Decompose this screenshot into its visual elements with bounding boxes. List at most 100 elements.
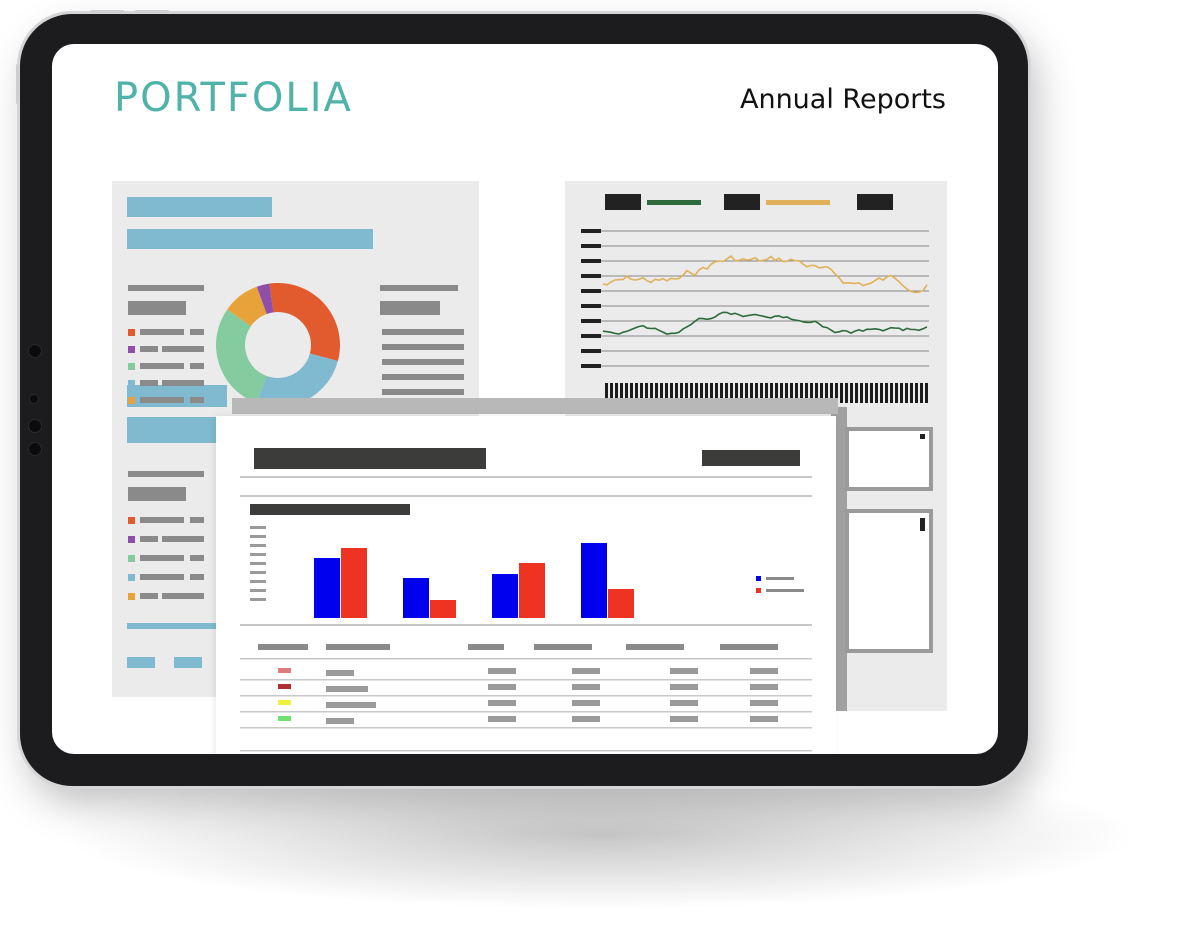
footer-button-placeholder[interactable]: [127, 657, 155, 668]
x-tick-placeholder: [870, 383, 873, 403]
x-tick-placeholder: [825, 383, 828, 403]
footer-button-placeholder[interactable]: [174, 657, 202, 668]
camera-icon: [28, 344, 42, 358]
x-tick-placeholder: [670, 383, 673, 403]
side-heading-placeholder: [380, 285, 458, 291]
legend-value-placeholder: [162, 536, 204, 542]
report-title-placeholder: [254, 448, 486, 469]
divider: [240, 495, 812, 497]
cell-placeholder: [488, 716, 516, 722]
cell-placeholder: [326, 670, 354, 676]
brand-logo[interactable]: PORTFOLIA: [114, 75, 353, 121]
x-tick-placeholder: [680, 383, 683, 403]
bar-report-panel[interactable]: [216, 416, 836, 754]
x-tick-placeholder: [655, 383, 658, 403]
divider: [240, 624, 812, 626]
x-tick-placeholder: [645, 383, 648, 403]
y-tick-placeholder: [250, 571, 266, 574]
cell-placeholder: [326, 702, 376, 708]
widget-box[interactable]: [845, 509, 933, 653]
y-tick-placeholder: [581, 349, 601, 353]
cell-placeholder: [572, 668, 600, 674]
x-tick-placeholder: [850, 383, 853, 403]
side-list-item-placeholder: [382, 329, 464, 335]
legend-swatch: [128, 517, 135, 524]
x-tick-placeholder: [735, 383, 738, 403]
x-tick-placeholder: [785, 383, 788, 403]
bar-red: [341, 548, 367, 618]
cell-placeholder: [572, 700, 600, 706]
legend-swatch: [128, 397, 135, 404]
x-tick-placeholder: [765, 383, 768, 403]
cell-placeholder: [670, 700, 698, 706]
x-tick-placeholder: [605, 383, 608, 403]
bar-blue: [314, 558, 340, 618]
sensor-icon: [28, 442, 42, 456]
legend-label-placeholder: [140, 329, 184, 335]
table-header-placeholder: [258, 644, 308, 650]
legend-value-placeholder: [190, 363, 204, 369]
x-tick-placeholder: [635, 383, 638, 403]
x-tick-placeholder: [925, 383, 928, 403]
y-tick-placeholder: [581, 229, 601, 233]
x-tick-placeholder: [780, 383, 783, 403]
section-bar-placeholder: [127, 417, 217, 443]
row-divider: [240, 679, 812, 681]
cell-placeholder: [326, 686, 368, 692]
x-tick-placeholder: [775, 383, 778, 403]
x-tick-placeholder: [715, 383, 718, 403]
x-tick-placeholder: [865, 383, 868, 403]
cell-placeholder: [670, 668, 698, 674]
legend-value-placeholder: [128, 487, 186, 501]
cell-placeholder: [572, 716, 600, 722]
row-swatch: [278, 668, 291, 673]
donut-slice: [256, 353, 338, 407]
legend-value-placeholder: [162, 346, 204, 352]
y-tick-placeholder: [250, 598, 266, 601]
report-date-placeholder: [702, 450, 800, 466]
widget-marker-icon: [920, 434, 925, 439]
x-tick-placeholder: [915, 383, 918, 403]
x-tick-placeholder: [795, 383, 798, 403]
donut-slice: [227, 286, 267, 327]
legend-value-placeholder: [190, 555, 204, 561]
legend-label-placeholder: [140, 574, 184, 580]
legend-swatch: [128, 536, 135, 543]
bar-red: [519, 563, 545, 618]
table-header-placeholder: [720, 644, 778, 650]
cell-placeholder: [488, 668, 516, 674]
legend-swatch-placeholder: [605, 194, 641, 210]
widget-box[interactable]: [845, 427, 933, 491]
x-tick-placeholder: [845, 383, 848, 403]
x-tick-placeholder: [660, 383, 663, 403]
cell-placeholder: [750, 700, 778, 706]
x-tick-placeholder: [730, 383, 733, 403]
legend-label-placeholder: [140, 346, 158, 352]
x-tick-placeholder: [610, 383, 613, 403]
table-header-placeholder: [326, 644, 390, 650]
y-tick-placeholder: [250, 526, 266, 529]
x-tick-placeholder: [840, 383, 843, 403]
legend-value-placeholder: [162, 593, 204, 599]
x-tick-placeholder: [725, 383, 728, 403]
footer-bar-placeholder: [127, 623, 217, 629]
legend-value-placeholder: [128, 301, 186, 315]
x-tick-placeholder: [695, 383, 698, 403]
x-tick-placeholder: [885, 383, 888, 403]
x-tick-placeholder: [815, 383, 818, 403]
x-tick-placeholder: [720, 383, 723, 403]
side-list-item-placeholder: [382, 344, 464, 350]
legend-value-placeholder: [190, 329, 204, 335]
x-tick-placeholder: [760, 383, 763, 403]
row-swatch: [278, 684, 291, 689]
divider: [240, 658, 812, 660]
x-tick-placeholder: [740, 383, 743, 403]
legend-swatch: [128, 555, 135, 562]
y-tick-placeholder: [250, 580, 266, 583]
x-tick-placeholder: [790, 383, 793, 403]
table-icon: [240, 644, 812, 752]
x-tick-placeholder: [910, 383, 913, 403]
table-header-placeholder: [468, 644, 504, 650]
legend-swatch: [128, 329, 135, 336]
y-tick-placeholder: [581, 304, 601, 308]
